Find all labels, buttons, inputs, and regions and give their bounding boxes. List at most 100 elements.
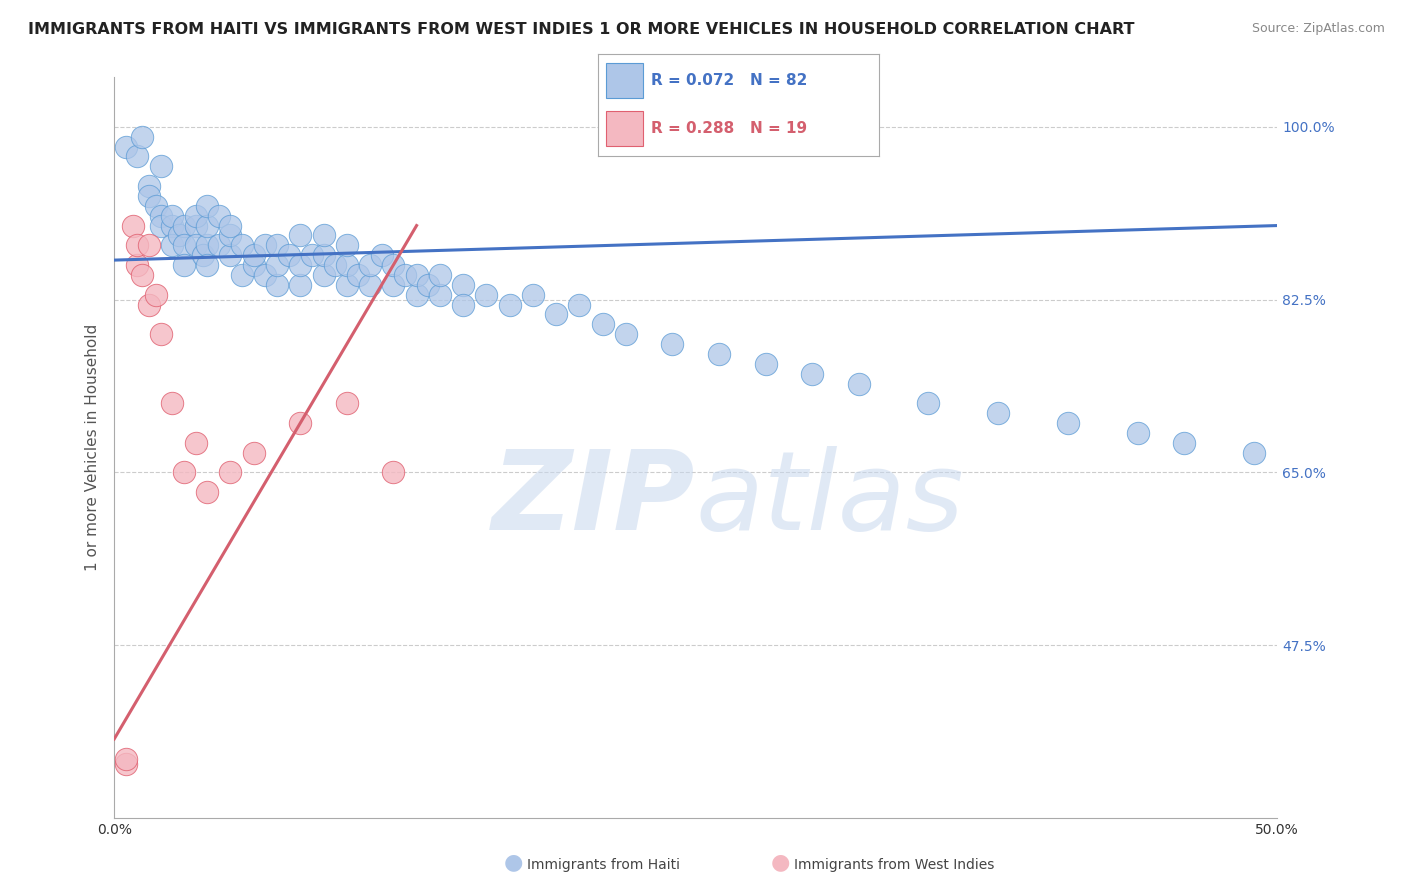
- Point: [127, 238, 149, 252]
- Point: [359, 277, 381, 292]
- Point: [208, 238, 231, 252]
- Y-axis label: 1 or more Vehicles in Household: 1 or more Vehicles in Household: [86, 324, 100, 572]
- Text: R = 0.288   N = 19: R = 0.288 N = 19: [651, 121, 807, 136]
- Point: [498, 297, 520, 311]
- Text: Immigrants from Haiti: Immigrants from Haiti: [527, 858, 681, 872]
- Point: [1173, 435, 1195, 450]
- Point: [173, 219, 195, 233]
- Point: [195, 199, 218, 213]
- Point: [184, 435, 207, 450]
- Point: [127, 258, 149, 272]
- Point: [312, 228, 335, 243]
- Text: Immigrants from West Indies: Immigrants from West Indies: [794, 858, 995, 872]
- Point: [138, 297, 160, 311]
- Point: [312, 268, 335, 282]
- Point: [219, 248, 242, 262]
- Point: [290, 258, 312, 272]
- Point: [173, 258, 195, 272]
- Point: [149, 159, 172, 173]
- Point: [848, 376, 870, 391]
- Bar: [606, 111, 643, 145]
- Text: ●: ●: [770, 853, 790, 872]
- Point: [336, 238, 359, 252]
- Point: [138, 238, 160, 252]
- Point: [1057, 416, 1080, 430]
- Point: [266, 277, 288, 292]
- Point: [184, 219, 207, 233]
- Point: [568, 297, 591, 311]
- Point: [917, 396, 939, 410]
- Point: [242, 445, 264, 459]
- Point: [266, 238, 288, 252]
- Point: [195, 238, 218, 252]
- Point: [290, 277, 312, 292]
- Point: [290, 228, 312, 243]
- Point: [145, 199, 167, 213]
- Point: [162, 396, 184, 410]
- Point: [231, 238, 253, 252]
- Point: [173, 238, 195, 252]
- Point: [336, 277, 359, 292]
- Point: [301, 248, 323, 262]
- Point: [987, 406, 1010, 420]
- Point: [312, 248, 335, 262]
- Text: R = 0.072   N = 82: R = 0.072 N = 82: [651, 72, 807, 87]
- Point: [370, 248, 392, 262]
- Text: ●: ●: [503, 853, 523, 872]
- Point: [336, 258, 359, 272]
- Point: [219, 228, 242, 243]
- Text: ZIP: ZIP: [492, 446, 696, 553]
- Point: [522, 287, 544, 301]
- Point: [418, 277, 440, 292]
- Text: Source: ZipAtlas.com: Source: ZipAtlas.com: [1251, 22, 1385, 36]
- Point: [162, 238, 184, 252]
- Point: [231, 268, 253, 282]
- Point: [127, 149, 149, 163]
- Point: [754, 357, 776, 371]
- Text: atlas: atlas: [696, 446, 965, 553]
- Point: [475, 287, 498, 301]
- Point: [290, 416, 312, 430]
- Point: [219, 466, 242, 480]
- Point: [149, 219, 172, 233]
- Point: [451, 277, 474, 292]
- Point: [359, 258, 381, 272]
- Point: [114, 752, 136, 766]
- Point: [382, 258, 405, 272]
- Point: [138, 179, 160, 194]
- Point: [451, 297, 474, 311]
- Point: [195, 485, 218, 500]
- Point: [382, 466, 405, 480]
- Point: [429, 287, 451, 301]
- Point: [131, 268, 153, 282]
- Point: [405, 268, 427, 282]
- Bar: [606, 62, 643, 97]
- Point: [149, 327, 172, 342]
- Point: [254, 238, 277, 252]
- Point: [242, 258, 264, 272]
- Point: [208, 209, 231, 223]
- Point: [114, 756, 136, 771]
- Point: [277, 248, 299, 262]
- Point: [121, 219, 143, 233]
- Point: [429, 268, 451, 282]
- Point: [382, 277, 405, 292]
- Point: [195, 258, 218, 272]
- Point: [394, 268, 416, 282]
- Point: [162, 209, 184, 223]
- Point: [323, 258, 346, 272]
- Point: [219, 219, 242, 233]
- Point: [1126, 425, 1149, 440]
- Point: [242, 248, 264, 262]
- Point: [405, 287, 427, 301]
- Point: [614, 327, 637, 342]
- Point: [661, 337, 683, 351]
- Point: [336, 396, 359, 410]
- Point: [592, 318, 614, 332]
- Point: [114, 139, 136, 153]
- Point: [801, 367, 824, 381]
- Text: IMMIGRANTS FROM HAITI VS IMMIGRANTS FROM WEST INDIES 1 OR MORE VEHICLES IN HOUSE: IMMIGRANTS FROM HAITI VS IMMIGRANTS FROM…: [28, 22, 1135, 37]
- Point: [131, 129, 153, 144]
- Point: [266, 258, 288, 272]
- Point: [169, 228, 191, 243]
